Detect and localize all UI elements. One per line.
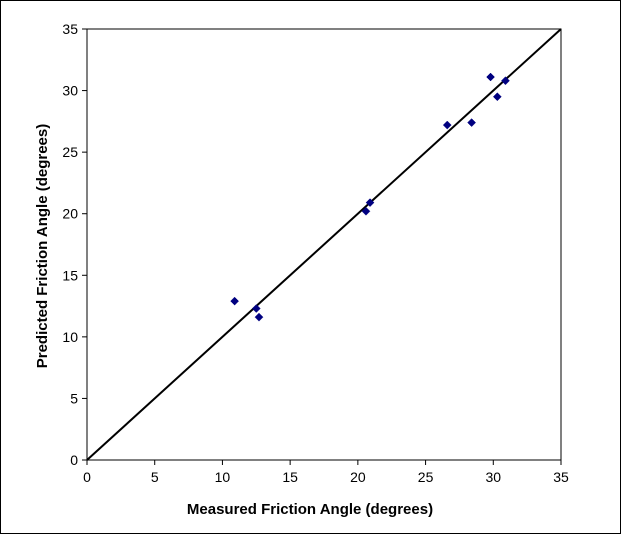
data-point-marker [365,198,375,207]
data-point-marker [486,72,495,82]
y-tick-label: 25 [62,144,78,160]
x-tick-label: 30 [485,469,501,485]
data-point-marker [492,92,502,102]
x-tick-label: 0 [83,469,91,485]
y-tick-label: 15 [62,267,78,283]
data-point-marker [361,206,371,216]
one-to-one-line [86,28,562,461]
x-axis: 0 5 10 15 20 25 30 35 [83,460,569,485]
y-axis-title: Predicted Friction Angle (degrees) [34,124,51,369]
x-axis-title: Measured Friction Angle (degrees) [187,501,433,518]
x-tick-label: 10 [215,469,231,485]
x-tick-label: 15 [282,469,298,485]
data-point-marker [467,118,476,127]
x-tick-label: 35 [553,469,569,485]
data-point-marker [501,76,510,86]
data-point-marker [230,296,239,306]
x-tick-label: 25 [418,469,434,485]
y-tick-label: 5 [70,390,78,406]
data-point-marker [254,312,264,322]
y-tick-label: 20 [62,206,78,222]
x-tick-label: 5 [151,469,159,485]
y-tick-label: 35 [62,21,78,37]
y-tick-label: 30 [62,83,78,99]
x-tick-label: 20 [350,469,366,485]
y-axis: 0 5 10 15 20 25 30 35 [62,21,87,468]
data-point-marker [442,120,452,130]
y-tick-label: 10 [62,329,78,345]
data-point-marker [251,304,261,313]
data-markers [230,72,510,322]
y-tick-label: 0 [70,452,78,468]
